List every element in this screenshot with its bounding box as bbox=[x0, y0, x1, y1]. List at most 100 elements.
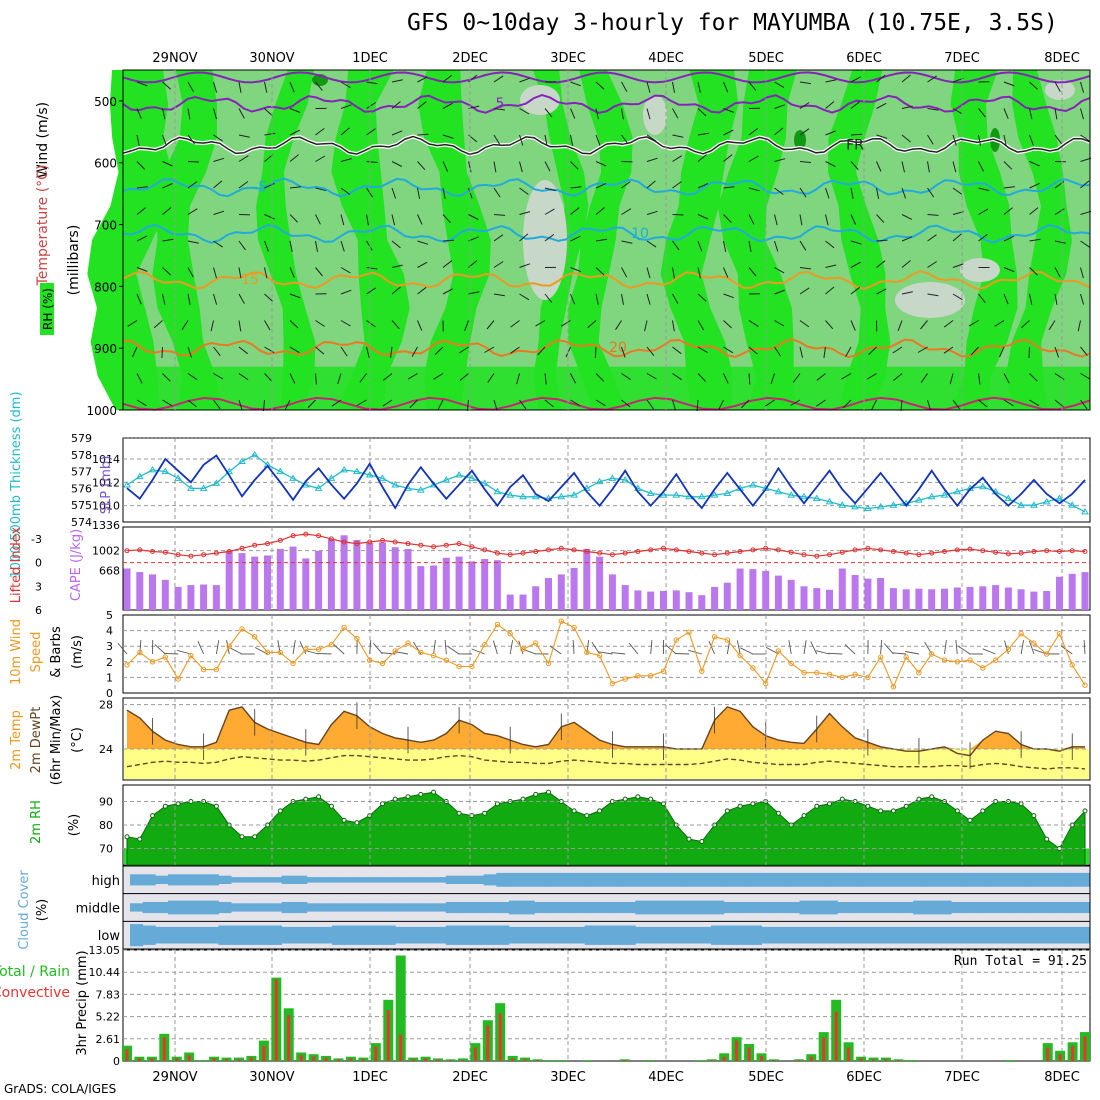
wind-barb bbox=[238, 373, 249, 381]
date-label-top: 2DEC bbox=[452, 51, 488, 66]
wind-barb bbox=[876, 260, 886, 268]
temperature-contour bbox=[122, 270, 1091, 291]
cloud-cover-block bbox=[685, 900, 699, 915]
wind-barb bbox=[493, 214, 506, 216]
wind-barb bbox=[264, 132, 276, 136]
wind-barb bbox=[340, 158, 352, 162]
wind-barb bbox=[264, 293, 274, 302]
wind-barb bbox=[850, 240, 862, 245]
thickness-point bbox=[1042, 497, 1051, 505]
wind-barb bbox=[289, 108, 301, 113]
wind-barb bbox=[1080, 157, 1092, 162]
cloud-cover-block bbox=[521, 900, 535, 915]
cape-bar bbox=[225, 550, 233, 610]
wind-barb bbox=[825, 240, 835, 249]
lifted-index-point bbox=[456, 541, 462, 547]
cloud-cover-block bbox=[231, 925, 245, 945]
cape-bar bbox=[711, 586, 719, 610]
wind-barb bbox=[264, 81, 268, 93]
rh2m-fill bbox=[126, 791, 1086, 866]
cloud-cover-block bbox=[711, 925, 725, 945]
wind10-barb bbox=[708, 641, 715, 655]
precip-convective-bar bbox=[498, 1013, 502, 1061]
wind-barb bbox=[340, 240, 345, 252]
wind-barb bbox=[238, 346, 249, 355]
wind-barb bbox=[1029, 182, 1040, 189]
lifted-index-point bbox=[431, 544, 437, 550]
precip-tick: 13.05 bbox=[89, 944, 121, 957]
wind-barb bbox=[927, 234, 937, 242]
wind-barb bbox=[697, 240, 703, 252]
wind-barb bbox=[289, 240, 293, 252]
rh2m-point bbox=[494, 801, 500, 807]
wind-barb bbox=[493, 108, 505, 111]
wind10-barb bbox=[810, 641, 818, 655]
lifted-index-point bbox=[954, 547, 960, 553]
slp-tick: 1014 bbox=[92, 453, 120, 466]
date-label-bottom: 6DEC bbox=[846, 1070, 882, 1085]
wind-barb bbox=[187, 81, 194, 92]
wind-barb bbox=[952, 187, 963, 195]
cloud-cover-block bbox=[1001, 872, 1015, 887]
wind-barb bbox=[1080, 134, 1090, 142]
precip-convective-bar bbox=[1058, 1054, 1062, 1061]
wind-barb bbox=[1080, 267, 1084, 279]
wind-barb bbox=[391, 286, 401, 295]
wind-barb bbox=[1077, 320, 1081, 332]
temp2m-frame bbox=[122, 697, 1091, 781]
precip-tick: 0 bbox=[113, 1055, 120, 1068]
wind-barb bbox=[1054, 293, 1058, 305]
wind-barb bbox=[920, 320, 928, 330]
cloud-cover-block bbox=[445, 875, 459, 884]
freezing-level-line bbox=[122, 135, 1091, 156]
wind-barb bbox=[442, 187, 446, 199]
wind10-point bbox=[890, 684, 897, 690]
wind-barb bbox=[484, 346, 495, 353]
cloud-cover-block bbox=[496, 872, 510, 887]
precip-convective-bar bbox=[847, 1047, 851, 1061]
wind-barb bbox=[213, 240, 223, 248]
wind-barb bbox=[570, 399, 581, 407]
thickness-point bbox=[1030, 501, 1038, 508]
rh2m-point bbox=[929, 794, 935, 800]
wind-barb bbox=[213, 157, 225, 162]
rh2m-point bbox=[380, 801, 385, 807]
wind-barb bbox=[162, 399, 173, 407]
wind-barb bbox=[264, 240, 269, 252]
wind10-point bbox=[609, 680, 616, 687]
wind-barb bbox=[1054, 399, 1064, 408]
wind-barb bbox=[570, 293, 576, 305]
slp-label: SLP (mb) bbox=[99, 456, 114, 515]
cloud-cover-block bbox=[584, 872, 598, 887]
wind-barb bbox=[901, 260, 911, 268]
wind10-barb bbox=[788, 640, 792, 655]
wind-barb bbox=[315, 373, 317, 385]
cloud-cover-block bbox=[963, 902, 977, 914]
rh2m-point bbox=[890, 808, 896, 814]
cloud-cover-block bbox=[647, 872, 661, 887]
cloud-cover-block bbox=[1026, 926, 1040, 944]
li-tick: -3 bbox=[31, 533, 42, 546]
wind-barb bbox=[315, 155, 326, 162]
wind-barb bbox=[1080, 180, 1090, 189]
rh2m-point bbox=[520, 796, 526, 802]
upper-air-frame bbox=[122, 69, 1091, 411]
cloud-cover-block bbox=[1039, 872, 1053, 887]
lifted-index-point bbox=[175, 552, 181, 558]
wind-barb bbox=[871, 399, 877, 411]
wind-barb bbox=[238, 81, 242, 93]
precip-convective-bar bbox=[797, 1060, 801, 1061]
wind-barb bbox=[1020, 320, 1030, 329]
cloud-cover-block bbox=[584, 902, 598, 914]
wind-barb bbox=[723, 267, 729, 278]
wind-barb bbox=[672, 81, 675, 93]
cape-bar bbox=[966, 586, 974, 610]
wind-barb bbox=[213, 293, 218, 305]
wind10-barb bbox=[549, 645, 562, 655]
precip-convective-bar bbox=[249, 1057, 253, 1061]
rh2m-point bbox=[648, 796, 654, 802]
cloud-cover-block bbox=[306, 926, 320, 944]
wind-barb bbox=[519, 211, 531, 215]
cloud-cover-block bbox=[622, 902, 636, 914]
wind-barb bbox=[799, 287, 810, 295]
